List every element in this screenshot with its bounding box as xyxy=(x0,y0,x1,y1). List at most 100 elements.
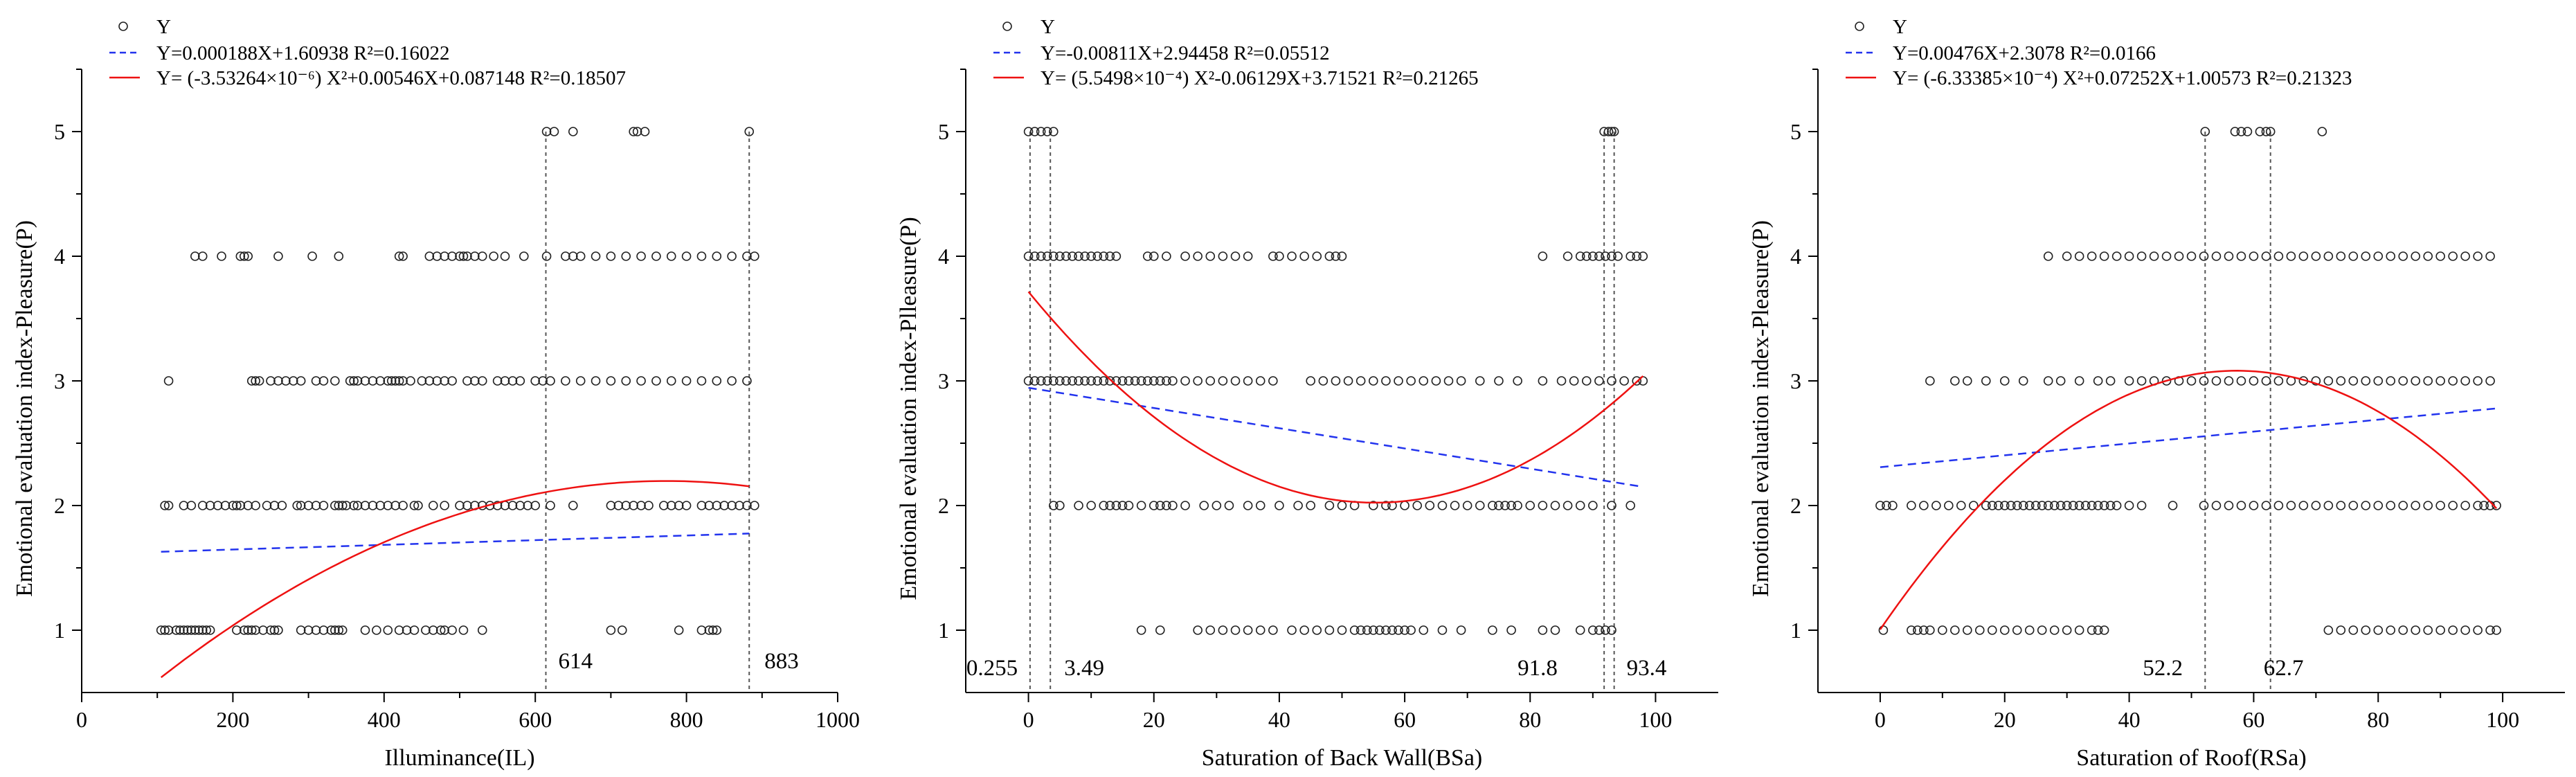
scatter-point xyxy=(281,376,291,386)
scatter-point xyxy=(386,376,397,386)
scatter-point xyxy=(2311,251,2321,261)
scatter-point xyxy=(228,501,238,510)
legend-scatter-label: Y xyxy=(1041,16,1055,38)
scatter-point xyxy=(1287,625,1297,635)
scatter-point xyxy=(1981,501,1991,510)
y-tick-label: 5 xyxy=(938,119,949,144)
scatter-point xyxy=(2242,127,2253,136)
scatter-point xyxy=(2311,501,2321,510)
scatter-point xyxy=(1343,376,1353,386)
scatter-point xyxy=(2224,501,2234,510)
scatter-point xyxy=(1406,625,1416,635)
scatter-point xyxy=(2348,251,2359,261)
scatter-point xyxy=(1224,501,1234,510)
y-axis-label: Emotional evaluation index-Plleasure(P) xyxy=(896,217,921,600)
scatter-point xyxy=(2099,501,2109,510)
scatter-point xyxy=(2460,376,2470,386)
reference-line-label: 62.7 xyxy=(2264,656,2304,681)
scatter-point xyxy=(1155,625,1165,635)
scatter-point xyxy=(1099,376,1109,386)
scatter-point xyxy=(440,251,449,261)
scatter-point xyxy=(1023,251,1034,261)
scatter-point xyxy=(406,376,415,386)
scatter-point xyxy=(179,501,189,510)
scatter-point xyxy=(447,625,457,635)
scatter-point xyxy=(1607,376,1616,386)
scatter-point xyxy=(220,501,231,510)
scatter-series xyxy=(1023,127,1648,635)
scatter-point xyxy=(2361,625,2371,635)
scatter-point xyxy=(296,376,306,386)
scatter-point xyxy=(1318,376,1328,386)
scatter-point xyxy=(2136,251,2147,261)
scatter-point xyxy=(1042,127,1052,136)
scatter-point xyxy=(621,501,631,510)
scatter-point xyxy=(1556,376,1567,386)
scatter-point xyxy=(1243,501,1253,510)
scatter-point xyxy=(1168,376,1178,386)
legend: Y Y=0.000188X+1.60938 R²=0.16022 Y= (-3.53… xyxy=(109,16,626,89)
x-tick-label: 100 xyxy=(2486,707,2519,732)
scatter-point xyxy=(2006,501,2016,510)
scatter-point xyxy=(2012,625,2022,635)
x-tick-label: 100 xyxy=(1639,707,1672,732)
scatter-point xyxy=(1086,501,1096,510)
scatter-point xyxy=(704,501,714,510)
scatter-point xyxy=(1974,625,1985,635)
scatter-point xyxy=(1105,376,1115,386)
scatter-point xyxy=(2224,251,2234,261)
scatter-point xyxy=(440,376,449,386)
scatter-point xyxy=(1268,376,1278,386)
scatter-point xyxy=(575,251,586,261)
scatter-point xyxy=(1488,625,1497,635)
scatter-point xyxy=(186,501,197,510)
scatter-point xyxy=(2236,376,2246,386)
scatter-point xyxy=(2024,501,2035,510)
scatter-point xyxy=(334,501,344,510)
scatter-point xyxy=(1993,501,2003,510)
scatter-point xyxy=(2348,376,2359,386)
x-tick-label: 80 xyxy=(2367,707,2389,732)
scatter-point xyxy=(515,376,525,386)
scatter-point xyxy=(424,376,435,386)
scatter-point xyxy=(2124,376,2134,386)
scatter-point xyxy=(447,376,457,386)
scatter-point xyxy=(2074,251,2084,261)
scatter-point xyxy=(1205,625,1216,635)
scatter-point xyxy=(2460,501,2470,510)
scatter-point xyxy=(727,376,737,386)
y-tick-label: 2 xyxy=(54,493,65,518)
reference-line-label: 883 xyxy=(764,649,799,674)
scatter-point xyxy=(2448,501,2458,510)
scatter-point xyxy=(307,251,317,261)
scatter-point xyxy=(1963,376,1972,386)
scatter-point xyxy=(1036,127,1046,136)
scatter-point xyxy=(394,376,404,386)
scatter-point xyxy=(1607,501,1616,510)
scatter-point xyxy=(1080,251,1090,261)
legend: Y Y=0.00476X+2.3078 R²=0.0166 Y= (-6.33385… xyxy=(1846,16,2352,89)
scatter-point xyxy=(337,501,348,510)
scatter-point xyxy=(421,625,431,635)
scatter-point xyxy=(530,501,541,510)
scatter-point xyxy=(1049,501,1059,510)
y-tick-label: 2 xyxy=(938,493,949,518)
scatter-point xyxy=(2411,251,2420,261)
scatter-point xyxy=(2062,501,2072,510)
scatter-point xyxy=(1632,376,1642,386)
scatter-point xyxy=(1180,376,1190,386)
scatter-point xyxy=(2099,625,2109,635)
scatter-point xyxy=(2062,625,2072,635)
scatter-point xyxy=(568,127,578,136)
scatter-point xyxy=(375,376,386,386)
scatter-point xyxy=(349,376,359,386)
scatter-point xyxy=(750,251,759,261)
scatter-point xyxy=(1212,501,1222,510)
scatter-point xyxy=(606,501,616,510)
scatter-point xyxy=(2200,127,2210,136)
scatter-point xyxy=(1381,376,1391,386)
scatter-point xyxy=(190,251,200,261)
scatter-point xyxy=(1218,376,1228,386)
scatter-point xyxy=(1255,625,1266,635)
scatter-point xyxy=(561,376,570,386)
